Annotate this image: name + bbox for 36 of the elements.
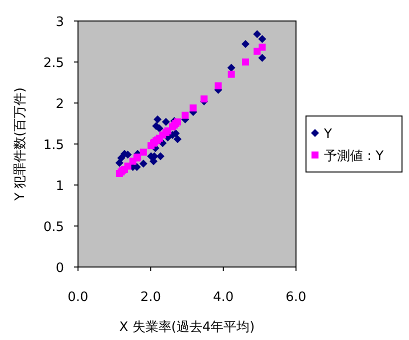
- x-tick-label: 4.0: [212, 290, 234, 305]
- point: [258, 54, 266, 62]
- point: [214, 82, 222, 90]
- point: [258, 44, 266, 51]
- point: [258, 35, 266, 44]
- point: [174, 135, 182, 144]
- point: [140, 148, 147, 156]
- point: [115, 158, 124, 167]
- point: [227, 64, 236, 72]
- y-tick-label: 0.5: [43, 220, 64, 235]
- y-tick-label: 1.5: [43, 138, 64, 153]
- legend-label: 予測値 : Y: [324, 149, 384, 164]
- point: [190, 104, 197, 112]
- x-tick-label: 0.0: [68, 290, 88, 305]
- point: [129, 158, 136, 165]
- y-tick-label: 2.5: [43, 56, 64, 71]
- x-tick-label: 6.0: [286, 290, 306, 305]
- point: [253, 30, 262, 38]
- x-tick-label: 2.0: [140, 290, 162, 305]
- point: [162, 118, 170, 126]
- point: [200, 95, 208, 102]
- point: [182, 112, 189, 119]
- legend-label: Y: [323, 127, 332, 142]
- point: [156, 152, 164, 160]
- point: [241, 40, 250, 48]
- x-axis-title: X 失業率(過去4年平均): [119, 319, 255, 335]
- point: [154, 115, 162, 124]
- y-axis-title: Y 犯罪件数(百万件): [13, 87, 28, 202]
- point: [159, 131, 166, 138]
- point: [242, 58, 249, 66]
- y-tick-label: 2: [56, 97, 64, 112]
- point: [228, 70, 235, 78]
- y-tick-label: 1: [56, 179, 64, 194]
- point: [139, 160, 148, 168]
- y-tick-label: 0: [56, 261, 64, 276]
- y-tick-label: 3: [56, 15, 64, 30]
